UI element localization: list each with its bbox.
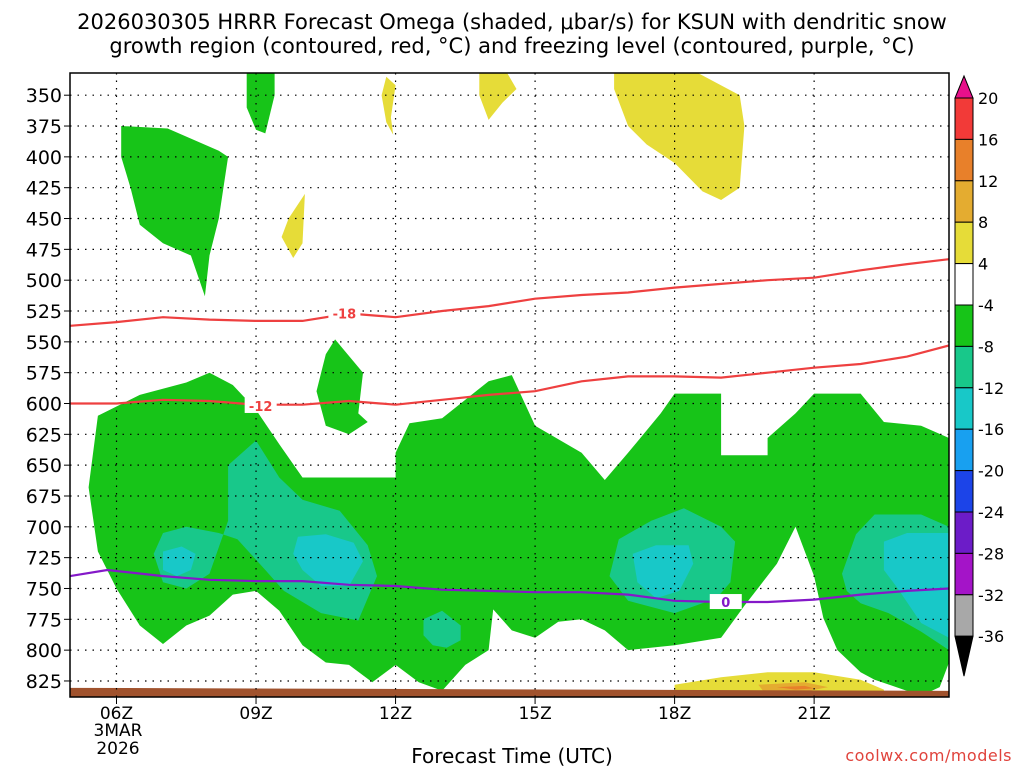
y-tick-label-400: 400 — [26, 147, 62, 169]
terrain-strip — [70, 687, 949, 697]
colorbar: 20 16 12 8 4 -4 -8 -12 -16 -20 -24 -28 -32 -36 — [954, 74, 1004, 677]
omega-region-15 — [281, 193, 305, 258]
colorbar-label-11: -28 — [978, 544, 1004, 563]
colorbar-max-arrow — [954, 74, 974, 99]
omega-region-10 — [632, 545, 694, 599]
omega-region-3 — [88, 372, 949, 696]
contour-label-0: -18 — [333, 307, 357, 322]
x-axis-label: Forecast Time (UTC) — [411, 744, 613, 768]
y-tick-label-725: 725 — [26, 548, 62, 570]
omega-region-11 — [883, 533, 949, 638]
colorbar-label-3: 8 — [978, 213, 988, 232]
omega-region-18 — [776, 685, 815, 690]
y-axis: 350 375 400 425 450 475 500 525 550 575 600 625 650 6… — [26, 85, 70, 693]
credit-link[interactable]: coolwx.com/models — [845, 746, 1012, 765]
colorbar-label-9: -20 — [978, 462, 1004, 481]
x-tick-label-15Z: 15Z — [518, 704, 551, 724]
colorbar-label-4: 4 — [978, 255, 988, 274]
y-tick-label-600: 600 — [26, 393, 62, 415]
y-tick-label-750: 750 — [26, 578, 62, 600]
plot-border — [69, 72, 950, 698]
omega-region-9 — [163, 546, 196, 577]
y-tick-label-675: 675 — [26, 486, 62, 508]
contour-label-2: 0 — [721, 596, 730, 611]
colorbar-swatch-3 — [954, 180, 974, 223]
x-date-year: 2026 — [96, 739, 140, 759]
contour-layer: -18 -12 0 — [70, 258, 949, 611]
colorbar-label-10: -24 — [978, 503, 1004, 522]
x-tick-label-21Z: 21Z — [797, 704, 830, 724]
colorbar-label-8: -16 — [978, 420, 1004, 439]
colorbar-swatch-8 — [954, 387, 974, 430]
colorbar-swatch-10 — [954, 470, 974, 513]
y-tick-label-475: 475 — [26, 239, 62, 261]
plot-frame — [69, 72, 950, 698]
colorbar-label-7: -12 — [978, 379, 1004, 398]
omega-region-12 — [614, 73, 745, 200]
colorbar-swatch-11 — [954, 511, 974, 554]
y-tick-label-375: 375 — [26, 116, 62, 138]
colorbar-label-6: -8 — [978, 337, 994, 356]
x-tick-label-12Z: 12Z — [379, 704, 412, 724]
x-date-month: 3MAR — [93, 721, 143, 741]
contour-label-bg-0 — [328, 305, 361, 321]
contour-label-bg-2 — [709, 594, 742, 610]
colorbar-swatch-9 — [954, 428, 974, 472]
y-tick-label-500: 500 — [26, 270, 62, 292]
omega-region-1 — [246, 73, 275, 134]
colorbar-swatch-12 — [954, 552, 974, 596]
y-tick-label-575: 575 — [26, 363, 62, 385]
y-tick-label-550: 550 — [26, 332, 62, 354]
x-tick-label-18Z: 18Z — [658, 704, 691, 724]
colorbar-label-2: 12 — [978, 172, 998, 191]
omega-shading-layer — [70, 73, 949, 697]
colorbar-label-5: -4 — [978, 296, 994, 315]
colorbar-swatch-5 — [954, 263, 974, 306]
y-tick-label-625: 625 — [26, 424, 62, 446]
y-tick-label-350: 350 — [26, 85, 62, 107]
y-tick-label-775: 775 — [26, 609, 62, 631]
y-tick-label-650: 650 — [26, 455, 62, 477]
y-tick-label-450: 450 — [26, 209, 62, 231]
omega-region-14 — [381, 76, 396, 135]
colorbar-label-1: 16 — [978, 130, 998, 149]
colorbar-label-12: -32 — [978, 586, 1004, 605]
colorbar-swatch-1 — [954, 97, 974, 140]
x-axis: 06Z 09Z 12Z 15Z 18Z 21Z — [100, 697, 831, 724]
colorbar-swatch-6 — [954, 304, 974, 347]
colorbar-swatch-2 — [954, 138, 974, 182]
colorbar-swatch-4 — [954, 221, 974, 265]
contour-label-1: -12 — [249, 400, 273, 415]
y-tick-label-425: 425 — [26, 178, 62, 200]
contour-label-bg-1 — [244, 397, 277, 413]
y-tick-label-700: 700 — [26, 517, 62, 539]
y-tick-label-800: 800 — [26, 640, 62, 662]
y-tick-label-825: 825 — [26, 671, 62, 693]
colorbar-label-0: 20 — [978, 89, 998, 108]
omega-region-7 — [423, 610, 461, 648]
y-tick-label-525: 525 — [26, 301, 62, 323]
omega-region-0 — [121, 126, 229, 297]
x-tick-label-06Z: 06Z — [100, 704, 133, 724]
colorbar-min-arrow — [954, 635, 974, 677]
colorbar-label-13: -36 — [978, 627, 1004, 646]
colorbar-swatch-7 — [954, 345, 974, 389]
omega-region-8 — [293, 534, 363, 586]
omega-region-2 — [316, 339, 368, 435]
contour-line-2 — [70, 568, 949, 604]
chart-title-line-1: 2026030305 HRRR Forecast Omega (shaded, … — [77, 10, 947, 34]
contour-line-1 — [70, 344, 949, 406]
contour-line-0 — [70, 258, 949, 327]
x-tick-label-09Z: 09Z — [239, 704, 272, 724]
colorbar-swatch-13 — [954, 594, 974, 637]
omega-region-13 — [479, 73, 517, 120]
chart-title-line-2: growth region (contoured, red, °C) and f… — [109, 34, 915, 58]
